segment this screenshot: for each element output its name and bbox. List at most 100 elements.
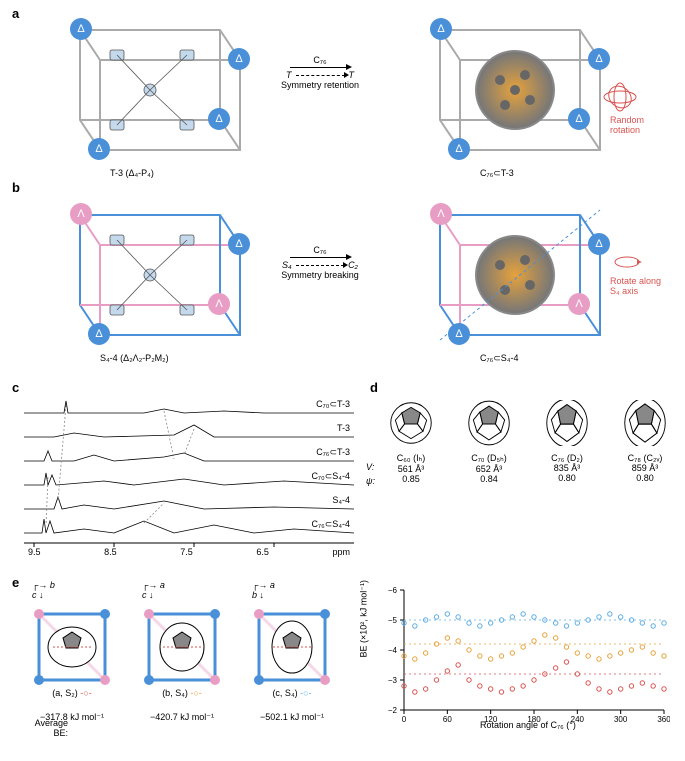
fullerene-name: C₇₀ (D₅ₕ) (460, 453, 518, 464)
fullerene-volume: 652 Å³ (460, 464, 518, 474)
fullerene-icon (466, 400, 512, 446)
svg-text:300: 300 (614, 715, 628, 724)
fullerene-item: C₇₀ (D₅ₕ) 652 Å³ 0.84 (460, 400, 518, 484)
svg-text:60: 60 (443, 715, 452, 724)
nmr-traces-svg (24, 395, 354, 550)
random-rotation-icon (600, 80, 640, 114)
vertex-delta: Δ (228, 233, 250, 255)
panel-label-e: e (12, 575, 19, 590)
xtick: ppm (332, 547, 350, 565)
svg-text:−6: −6 (388, 586, 398, 595)
orientation-label: (a, S₂) -○- (24, 688, 120, 698)
panel-b-right-caption: C₇₆⊂S₄-4 (480, 353, 518, 364)
vertex-delta: Δ (88, 138, 110, 160)
xtick: 9.5 (28, 547, 41, 565)
panel-a-right-caption: C₇₆⊂T-3 (480, 168, 514, 179)
xtick: 6.5 (256, 547, 269, 565)
orientation-item: ┌→ bc ↓ (a, S₂) -○- −317.8 kJ mol⁻¹ (24, 580, 120, 723)
orientation-label: (c, S₄) -○- (244, 688, 340, 698)
svg-text:−4: −4 (388, 646, 398, 655)
panel-e-orientations: ┌→ bc ↓ (a, S₂) -○- −317.8 kJ mol⁻¹ ┌→ a… (24, 580, 340, 723)
vertex-delta: Δ (588, 48, 610, 70)
panel-a-left-caption: T-3 (Δ₄-P₄) (110, 168, 154, 178)
xtick: 8.5 (104, 547, 117, 565)
orientation-be: −420.7 kJ mol⁻¹ (134, 712, 230, 723)
panel-label-b: b (12, 180, 20, 195)
orientation-be: −502.1 kJ mol⁻¹ (244, 712, 340, 723)
panel-a-arrow: C₇₆ T T Symmetry retention (280, 55, 360, 90)
panel-b-arrow: C₇₆ S₄ C₂ Symmetry breaking (278, 245, 362, 280)
panel-a-left-cube: Δ Δ Δ Δ (40, 10, 260, 165)
vertex-delta: Δ (568, 108, 590, 130)
sym-text: Symmetry retention (280, 80, 360, 90)
fullerene-psi: 0.80 (616, 473, 674, 483)
svg-text:−3: −3 (388, 676, 398, 685)
vertex-delta: Δ (208, 108, 230, 130)
orientation-item: ┌→ ac ↓ (b, S₄) -○- −420.7 kJ mol⁻¹ (134, 580, 230, 723)
chart-svg: −6−5−4−3−2 060120180240300360 (370, 580, 670, 730)
orientation-box (143, 608, 221, 686)
be-rotation-chart: −6−5−4−3−2 060120180240300360 BE (×10², … (370, 580, 670, 730)
panel-label-d: d (370, 380, 378, 395)
vertex-delta: Δ (430, 18, 452, 40)
fullerene-item: C₆₀ (Iₕ) 561 Å³ 0.85 (382, 400, 440, 484)
vertex-lambda: Λ (70, 203, 92, 225)
xtick: 7.5 (180, 547, 193, 565)
vertex-lambda: Λ (568, 293, 590, 315)
nmr-xaxis: 9.5 8.5 7.5 6.5 ppm (24, 547, 354, 565)
nmr-trace-label: C₇₆⊂T-3 (316, 447, 350, 458)
fullerene-name: C₇₆ (D₂) (538, 453, 596, 463)
psi-label: ψ: (366, 476, 375, 486)
fullerene-icon (544, 400, 590, 446)
vertex-delta: Δ (88, 323, 110, 345)
fullerene-item: C₇₆ (D₂) 835 Å³ 0.80 (538, 400, 596, 484)
nmr-trace-label: S₄-4 (332, 495, 350, 505)
sym-before: T (286, 70, 292, 80)
nmr-trace-label: T-3 (337, 423, 350, 433)
svg-text:−2: −2 (388, 706, 398, 715)
fullerene-icon (622, 400, 668, 446)
chart-ylabel: BE (×10², kJ mol⁻¹) (359, 580, 370, 658)
fullerene-volume: 835 Å³ (538, 463, 596, 473)
panel-a-right-cube: Δ Δ Δ Δ (400, 10, 620, 165)
fullerene-volume: 561 Å³ (382, 464, 440, 474)
sym-after: C₂ (348, 260, 358, 270)
svg-text:−5: −5 (388, 616, 398, 625)
panel-b-left-caption: S₄-4 (Δ₂Λ₂-P₂M₂) (100, 353, 169, 363)
fullerene-icon (388, 400, 434, 446)
orientation-box (33, 608, 111, 686)
fullerene-psi: 0.85 (382, 474, 440, 484)
rotate-axis-label: Rotate along S₄ axis (610, 276, 670, 296)
v-label: V: (366, 462, 374, 472)
orientation-label: (b, S₄) -○- (134, 688, 230, 698)
orientation-box (253, 608, 331, 686)
vertex-delta: Δ (588, 233, 610, 255)
panel-label-a: a (12, 6, 19, 21)
fullerene-row: C₆₀ (Iₕ) 561 Å³ 0.85 C₇₀ (D₅ₕ) 652 Å³ 0.… (382, 400, 685, 484)
fullerene-psi: 0.80 (538, 473, 596, 483)
svg-text:360: 360 (657, 715, 670, 724)
panel-b-right-cube: Λ Δ Δ Λ (400, 195, 620, 350)
nmr-trace-label: C₇₀⊂S₄-4 (311, 471, 350, 482)
axis-indicator: ┌→ ac ↓ (134, 580, 230, 600)
fullerene-name: C₇₈ (C₂ᵥ) (616, 453, 674, 463)
vertex-delta: Δ (448, 138, 470, 160)
vertex-delta: Δ (70, 18, 92, 40)
rotate-axis-icon (612, 250, 642, 274)
fullerene-volume: 859 Å³ (616, 463, 674, 473)
sym-text: Symmetry breaking (278, 270, 362, 280)
sym-before: S₄ (282, 260, 292, 270)
axis-indicator: ┌→ bc ↓ (24, 580, 120, 600)
nmr-panel: C₇₀⊂T-3 T-3 C₇₆⊂T-3 C₇₀⊂S₄-4 S₄-4 C₇₆⊂S₄-4 9.… (24, 395, 354, 565)
vertex-delta: Δ (448, 323, 470, 345)
vertex-delta: Δ (228, 48, 250, 70)
nmr-trace-label: C₇₀⊂T-3 (316, 399, 350, 410)
panel-b-left-cube: Λ Δ Δ Λ (40, 195, 260, 350)
orientation-item: ┌→ ab ↓ (c, S₄) -○- −502.1 kJ mol⁻¹ (244, 580, 340, 723)
axis-indicator: ┌→ ab ↓ (244, 580, 340, 600)
nmr-trace-label: C₇₆⊂S₄-4 (312, 519, 350, 530)
sym-after: T (349, 70, 355, 80)
chart-xlabel: Rotation angle of C₇₆ (°) (480, 720, 576, 730)
svg-text:0: 0 (402, 715, 407, 724)
fullerene-name: C₆₀ (Iₕ) (382, 453, 440, 464)
